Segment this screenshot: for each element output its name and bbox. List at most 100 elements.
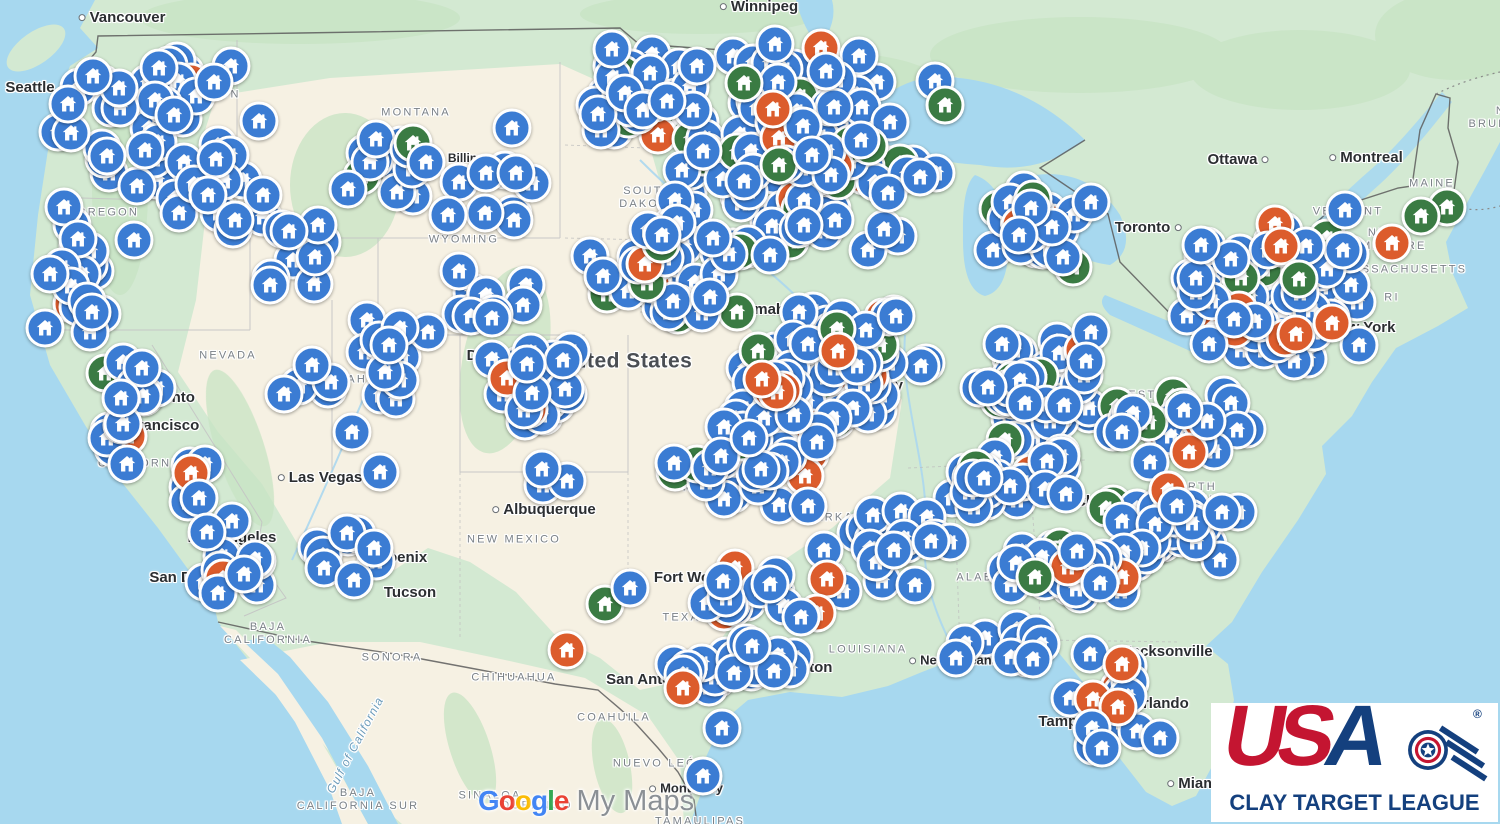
map-marker-blue[interactable]: [196, 139, 236, 179]
map-marker-green[interactable]: [724, 63, 764, 103]
map-marker-blue[interactable]: [642, 215, 682, 255]
map-marker-blue[interactable]: [841, 120, 881, 160]
map-marker-blue[interactable]: [224, 554, 264, 594]
map-marker-blue[interactable]: [125, 130, 165, 170]
map-marker-orange[interactable]: [818, 331, 858, 371]
map-marker-blue[interactable]: [876, 296, 916, 336]
map-marker-blue[interactable]: [1164, 390, 1204, 430]
map-marker-orange[interactable]: [807, 559, 847, 599]
map-marker-blue[interactable]: [677, 46, 717, 86]
map-marker-blue[interactable]: [328, 169, 368, 209]
map-marker-green[interactable]: [925, 85, 965, 125]
map-marker-blue[interactable]: [1102, 412, 1142, 452]
map-marker-blue[interactable]: [788, 486, 828, 526]
map-marker-blue[interactable]: [982, 324, 1022, 364]
map-marker-blue[interactable]: [1066, 341, 1106, 381]
map-marker-orange[interactable]: [1312, 303, 1352, 343]
map-marker-blue[interactable]: [101, 378, 141, 418]
map-marker-blue[interactable]: [406, 142, 446, 182]
map-marker-blue[interactable]: [647, 81, 687, 121]
map-marker-blue[interactable]: [1202, 492, 1242, 532]
map-marker-blue[interactable]: [492, 108, 532, 148]
map-marker-orange[interactable]: [753, 89, 793, 129]
map-marker-blue[interactable]: [874, 530, 914, 570]
map-marker-blue[interactable]: [1046, 474, 1086, 514]
map-marker-blue[interactable]: [864, 209, 904, 249]
map-marker-blue[interactable]: [334, 560, 374, 600]
map-marker-blue[interactable]: [1080, 563, 1120, 603]
map-marker-orange[interactable]: [663, 668, 703, 708]
map-marker-blue[interactable]: [724, 161, 764, 201]
map-marker-blue[interactable]: [583, 256, 623, 296]
map-marker-blue[interactable]: [154, 95, 194, 135]
map-marker-blue[interactable]: [369, 325, 409, 365]
map-marker-blue[interactable]: [25, 308, 65, 348]
map-marker-blue[interactable]: [72, 292, 112, 332]
map-marker-orange[interactable]: [742, 359, 782, 399]
map-marker-blue[interactable]: [750, 235, 790, 275]
map-marker-blue[interactable]: [1323, 230, 1363, 270]
map-marker-blue[interactable]: [215, 200, 255, 240]
map-marker-blue[interactable]: [755, 24, 795, 64]
map-marker-blue[interactable]: [968, 367, 1008, 407]
map-marker-blue[interactable]: [702, 708, 742, 748]
map-marker-blue[interactable]: [1044, 385, 1084, 425]
map-marker-blue[interactable]: [543, 340, 583, 380]
map-marker-blue[interactable]: [507, 344, 547, 384]
map-marker-blue[interactable]: [522, 449, 562, 489]
map-marker-blue[interactable]: [194, 62, 234, 102]
map-marker-blue[interactable]: [999, 215, 1039, 255]
google-logo[interactable]: Google: [478, 785, 569, 817]
map-marker-blue[interactable]: [107, 444, 147, 484]
map-marker-blue[interactable]: [428, 195, 468, 235]
map-marker-blue[interactable]: [377, 172, 417, 212]
map-marker-blue[interactable]: [1071, 182, 1111, 222]
map-marker-blue[interactable]: [729, 418, 769, 458]
map-marker-blue[interactable]: [239, 101, 279, 141]
map-marker-blue[interactable]: [117, 166, 157, 206]
map-marker-blue[interactable]: [900, 157, 940, 197]
map-marker-orange[interactable]: [1276, 314, 1316, 354]
map-marker-blue[interactable]: [356, 119, 396, 159]
map-marker-orange[interactable]: [1372, 223, 1412, 263]
map-marker-blue[interactable]: [654, 443, 694, 483]
map-marker-blue[interactable]: [1176, 258, 1216, 298]
map-marker-blue[interactable]: [750, 564, 790, 604]
map-marker-blue[interactable]: [964, 458, 1004, 498]
map-marker-blue[interactable]: [690, 277, 730, 317]
map-marker-green[interactable]: [1279, 259, 1319, 299]
map-marker-blue[interactable]: [1157, 486, 1197, 526]
map-marker-blue[interactable]: [592, 29, 632, 69]
map-marker-blue[interactable]: [781, 597, 821, 637]
map-marker-blue[interactable]: [1214, 299, 1254, 339]
map-marker-blue[interactable]: [784, 205, 824, 245]
map-marker-blue[interactable]: [360, 452, 400, 492]
map-marker-blue[interactable]: [332, 412, 372, 452]
map-marker-blue[interactable]: [703, 561, 743, 601]
map-marker-blue[interactable]: [73, 56, 113, 96]
map-marker-blue[interactable]: [1013, 639, 1053, 679]
map-marker-blue[interactable]: [465, 193, 505, 233]
google-my-maps-attribution[interactable]: Google My Maps: [478, 785, 694, 818]
map-marker-orange[interactable]: [1102, 644, 1142, 684]
map-marker-blue[interactable]: [269, 211, 309, 251]
map-marker-blue[interactable]: [87, 136, 127, 176]
map-marker-blue[interactable]: [1140, 718, 1180, 758]
map-marker-blue[interactable]: [30, 254, 70, 294]
map-marker-blue[interactable]: [1005, 383, 1045, 423]
map-marker-blue[interactable]: [99, 68, 139, 108]
map-marker-blue[interactable]: [264, 374, 304, 414]
map-marker-blue[interactable]: [936, 638, 976, 678]
map-marker-blue[interactable]: [179, 478, 219, 518]
map-marker-green[interactable]: [1015, 557, 1055, 597]
map-marker-blue[interactable]: [114, 220, 154, 260]
map-marker-blue[interactable]: [187, 512, 227, 552]
map-marker-blue[interactable]: [159, 193, 199, 233]
map-marker-blue[interactable]: [732, 626, 772, 666]
map-marker-blue[interactable]: [48, 84, 88, 124]
map-marker-blue[interactable]: [610, 568, 650, 608]
map-marker-blue[interactable]: [693, 218, 733, 258]
map-marker-blue[interactable]: [250, 265, 290, 305]
map-marker-orange[interactable]: [547, 630, 587, 670]
